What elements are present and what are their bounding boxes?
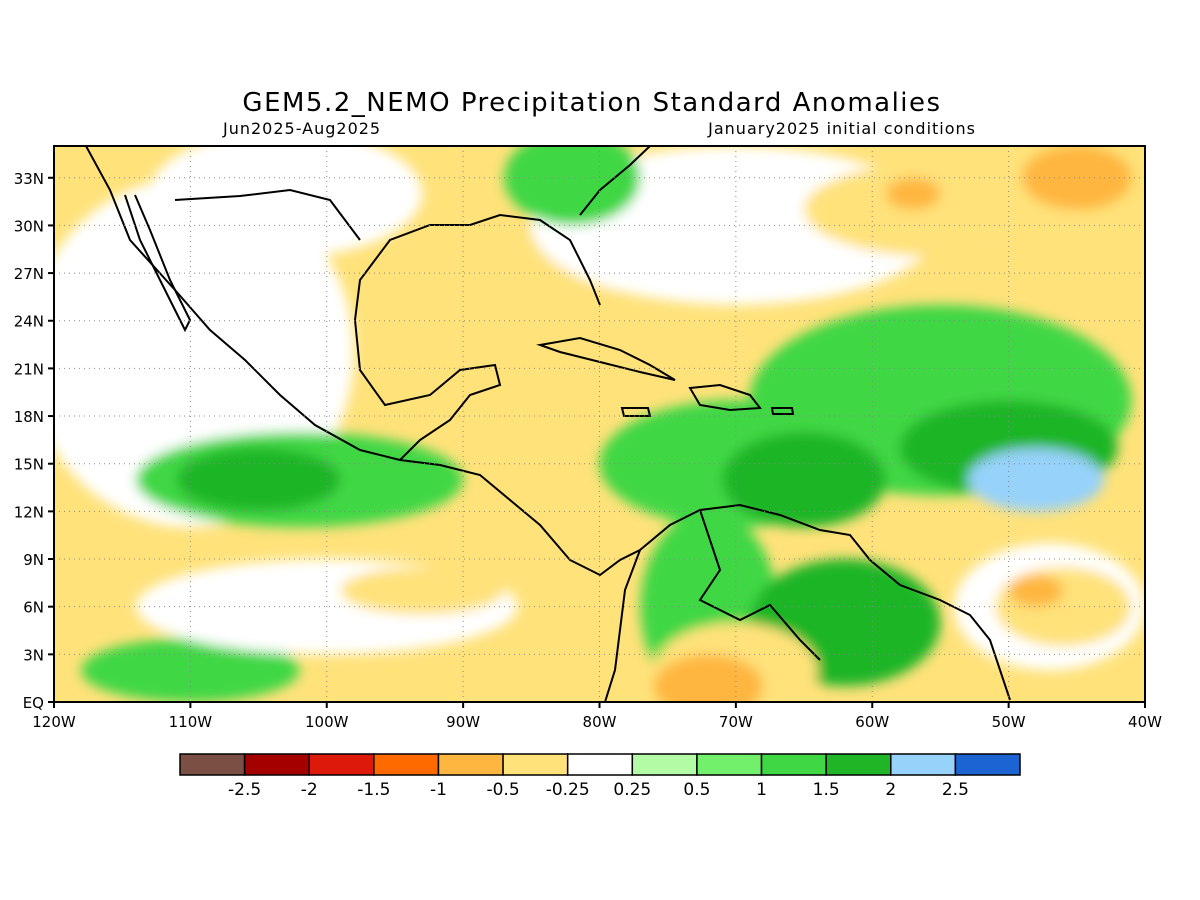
colorbar-swatch <box>825 753 892 776</box>
colorbar-swatch <box>890 753 957 776</box>
colorbar-swatch <box>373 753 440 776</box>
y-tick-label: 33N <box>14 170 44 188</box>
graticule <box>54 146 1145 702</box>
x-tick-label: 50W <box>992 713 1026 731</box>
x-tick-label: 80W <box>583 713 617 731</box>
colorbar-swatch <box>566 753 634 776</box>
x-tick-label: 70W <box>719 713 753 731</box>
coastline-south-america-west <box>604 549 641 702</box>
x-tick-label: 120W <box>32 713 76 731</box>
dry-anomaly-region-26 <box>1008 574 1064 607</box>
colorbar-swatch <box>502 753 569 776</box>
x-tick-label: 110W <box>169 713 213 731</box>
y-axis: EQ 3N 6N 9N 12N 15N 18N 21N 24N 27N 30N 33N <box>14 170 54 712</box>
map-area <box>54 146 1145 702</box>
colorbar-swatch <box>954 753 1021 776</box>
colorbar-swatch <box>243 753 310 776</box>
border-venezuela <box>698 509 821 661</box>
y-tick-label: 15N <box>14 456 44 474</box>
colorbar-label: -2.5 <box>228 780 261 800</box>
dry-anomaly-region-25 <box>994 566 1132 647</box>
x-tick-label: 90W <box>446 713 480 731</box>
x-axis: 120W 110W 100W 90W 80W 70W 60W 50W 40W <box>32 702 1162 731</box>
colorbar-swatch <box>437 753 504 776</box>
x-tick-label: 40W <box>1128 713 1162 731</box>
colorbar-label: -0.5 <box>486 780 519 800</box>
colorbar-label: 2 <box>885 780 896 800</box>
coastline-gulf <box>353 213 601 461</box>
coastline-baja <box>124 194 192 333</box>
y-tick-label: 18N <box>14 408 44 426</box>
dry-anomaly-region-6 <box>804 161 1077 258</box>
island-cuba <box>536 336 676 381</box>
wet-anomaly-region-19 <box>504 146 641 226</box>
colorbar-label: -1.5 <box>357 780 390 800</box>
colorbar-label: 2.5 <box>942 780 969 800</box>
figure-title: GEM5.2_NEMO Precipitation Standard Anoma… <box>242 88 941 118</box>
coastlines <box>85 146 1011 702</box>
colorbar-swatch <box>179 753 246 776</box>
wet-anomaly-region-11 <box>967 447 1105 512</box>
wet-anomaly-region-15 <box>176 447 341 512</box>
island-hispaniola <box>688 383 762 412</box>
y-tick-label: 6N <box>23 599 44 617</box>
y-tick-label: 12N <box>14 503 44 521</box>
x-tick-label: 60W <box>855 713 889 731</box>
forecast-period: Jun2025-Aug2025 <box>222 119 381 138</box>
colorbar-swatch <box>631 753 698 776</box>
y-tick-label: EQ <box>23 694 44 712</box>
dry-anomaly-region-7 <box>1022 146 1132 210</box>
border-us-mexico <box>174 188 361 241</box>
colorbar-label: -1 <box>430 780 447 800</box>
x-tick-label: 100W <box>305 713 349 731</box>
colorbar-label: -0.25 <box>546 780 590 800</box>
y-tick-label: 30N <box>14 217 44 235</box>
colorbar-label: 1 <box>756 780 767 800</box>
dry-anomaly-region-21 <box>340 566 505 615</box>
y-tick-label: 21N <box>14 360 44 378</box>
colorbar: -2.5 -2 -1.5 -1 -0.5 -0.25 0.25 0.5 1 1.5 2 2.5 <box>179 753 1021 800</box>
colorbar-label: 1.5 <box>813 780 840 800</box>
colorbar-label: 0.25 <box>613 780 651 800</box>
dry-anomaly-region-3 <box>149 146 423 258</box>
coastline-central-america <box>399 459 641 577</box>
y-tick-label: 9N <box>23 551 44 569</box>
wet-anomaly-region-13 <box>722 431 886 528</box>
dry-anomaly-region-8 <box>885 177 941 210</box>
island-puerto-rico <box>770 407 795 415</box>
dry-anomaly-region-23 <box>654 654 764 702</box>
initial-conditions: January2025 initial conditions <box>707 119 976 138</box>
anomaly-field <box>54 146 1145 702</box>
colorbar-label: 0.5 <box>683 780 710 800</box>
coastline-mexico-pacific <box>85 146 401 461</box>
y-tick-label: 27N <box>14 265 44 283</box>
colorbar-label: -2 <box>301 780 318 800</box>
colorbar-swatch <box>308 753 375 776</box>
colorbar-swatch <box>696 753 763 776</box>
colorbar-swatch <box>760 753 827 776</box>
y-tick-label: 3N <box>23 646 44 664</box>
y-tick-label: 24N <box>14 313 44 331</box>
